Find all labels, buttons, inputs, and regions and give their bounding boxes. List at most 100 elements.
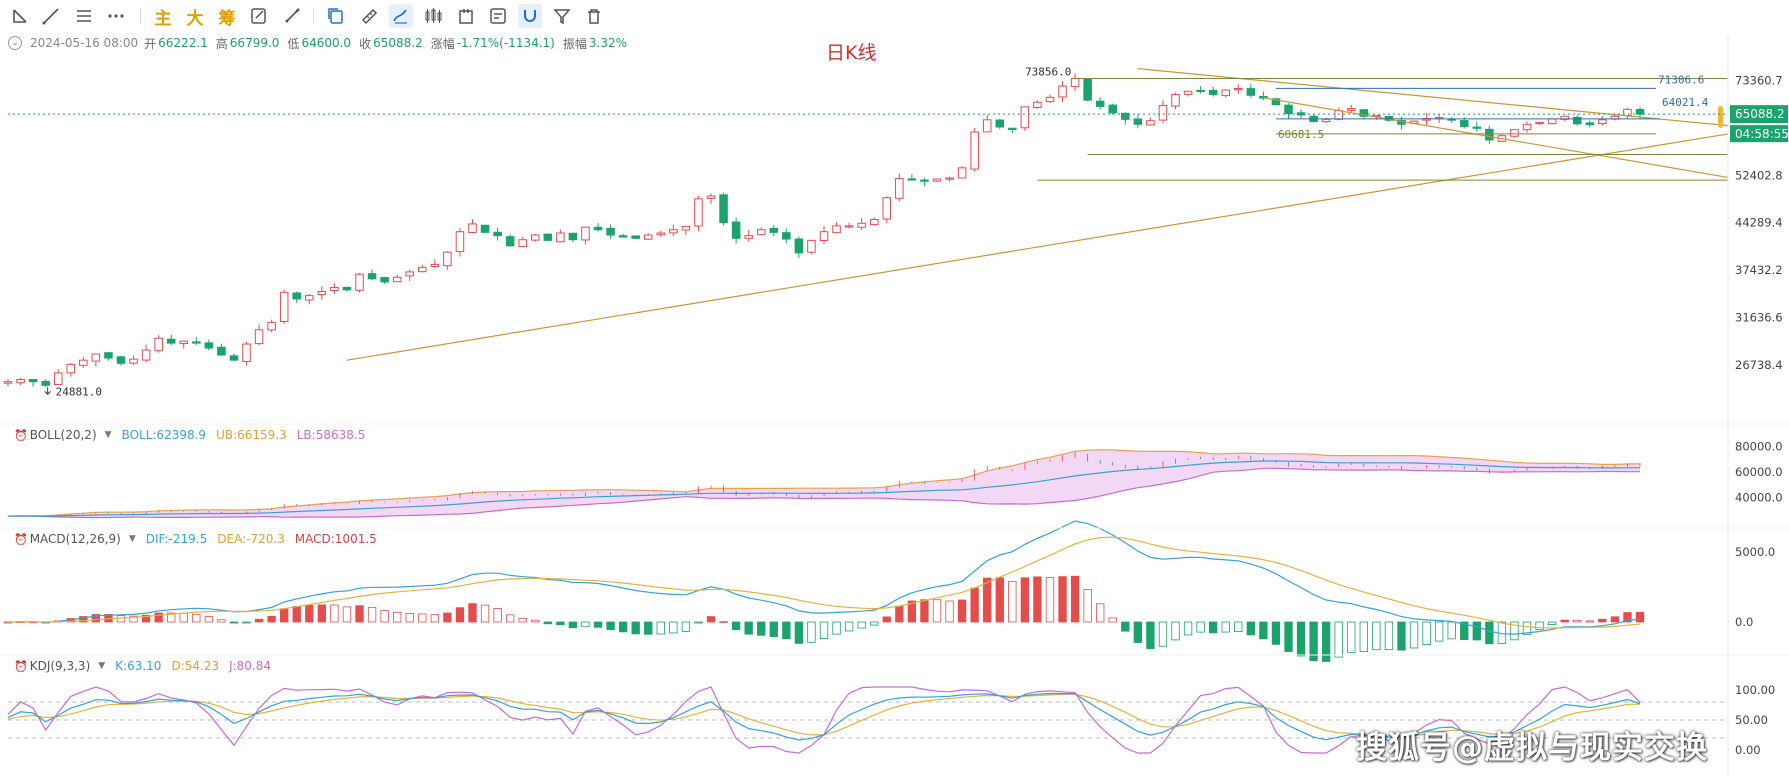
brush-icon[interactable] bbox=[280, 4, 304, 28]
macd-hist-bar bbox=[1422, 621, 1431, 645]
candle bbox=[367, 269, 377, 281]
candle bbox=[1234, 84, 1243, 95]
candle-body bbox=[807, 239, 816, 253]
boll-legend: ⏰ BOLL(20,2) ▼ BOLL:62398.9 UB:66159.3 L… bbox=[14, 428, 375, 442]
candle-body bbox=[1459, 120, 1469, 128]
candle-body bbox=[1547, 118, 1557, 125]
open-value: 66222.1 bbox=[158, 36, 208, 50]
candle bbox=[744, 230, 753, 242]
candle-body bbox=[932, 178, 942, 182]
macd-hist-bar bbox=[543, 621, 552, 625]
macd-hist-bar bbox=[1560, 619, 1569, 623]
candle bbox=[857, 217, 866, 231]
macd-dropdown-icon[interactable]: ▼ bbox=[128, 534, 136, 544]
macd-hist-bar bbox=[1623, 612, 1632, 623]
kdj-legend: ⏰ KDJ(9,3,3) ▼ K:63.10 D:54.23 J:80.84 bbox=[14, 659, 281, 673]
candle-body bbox=[581, 226, 590, 241]
ohlc-bar: ⌄ 2024-05-16 08:00 开 66222.1 高 66799.0 低 64… bbox=[8, 34, 635, 52]
macd-hist-bar bbox=[355, 605, 364, 623]
filter-icon[interactable] bbox=[550, 4, 574, 28]
macd-hist-bar bbox=[895, 605, 904, 623]
macd-hist-bar bbox=[844, 621, 854, 632]
macd-hist-bar bbox=[1096, 603, 1105, 623]
large-button[interactable]: 大 bbox=[186, 8, 204, 29]
macd-hist-bar bbox=[455, 607, 465, 623]
alarm-icon[interactable]: ⏰ bbox=[14, 428, 28, 442]
chevron-icon[interactable]: ⌄ bbox=[8, 36, 22, 50]
candle-body bbox=[242, 343, 251, 362]
kdj-k-line bbox=[7, 692, 1641, 741]
macd-hist-bar bbox=[1585, 620, 1594, 623]
candle-body bbox=[16, 378, 25, 384]
draw-pen-icon[interactable] bbox=[389, 4, 413, 28]
candle-body bbox=[945, 177, 954, 180]
alarm-icon[interactable]: ⏰ bbox=[14, 532, 28, 546]
main-button[interactable]: 主 bbox=[154, 8, 172, 29]
trend-line-icon[interactable] bbox=[39, 4, 63, 28]
candle bbox=[330, 283, 339, 295]
more-icon[interactable] bbox=[104, 4, 128, 28]
candle-body bbox=[706, 195, 716, 199]
candle bbox=[1271, 97, 1281, 106]
candle-body bbox=[1171, 93, 1180, 107]
candle-body bbox=[91, 353, 101, 362]
candle bbox=[731, 217, 741, 244]
support-trendline bbox=[346, 133, 1729, 361]
macd-hist-bar bbox=[1271, 621, 1281, 645]
macd-hist-bar bbox=[91, 614, 101, 623]
alarm-icon[interactable]: ⏰ bbox=[14, 659, 28, 673]
calendar-icon[interactable] bbox=[454, 4, 478, 28]
copy-icon[interactable] bbox=[324, 4, 348, 28]
candle bbox=[355, 272, 364, 293]
candle bbox=[279, 289, 289, 324]
boll-name: BOLL(20,2) bbox=[29, 428, 97, 442]
candle bbox=[794, 236, 804, 258]
high-value: 66799.0 bbox=[229, 36, 280, 50]
candle bbox=[292, 291, 302, 304]
line-tool-icon[interactable] bbox=[8, 4, 32, 28]
macd-hist-bar bbox=[1133, 621, 1143, 643]
candle bbox=[1183, 90, 1193, 97]
macd-hist-bar bbox=[1196, 621, 1205, 633]
magnet-icon[interactable] bbox=[518, 4, 542, 28]
macd-hist-bar bbox=[405, 612, 414, 623]
candle bbox=[493, 227, 502, 241]
candle bbox=[1058, 81, 1067, 103]
macd-hist-bar bbox=[116, 615, 126, 623]
change-label: 涨幅 bbox=[430, 36, 455, 51]
candle-body bbox=[769, 227, 779, 233]
drawing-toolbar: 主大筹 bbox=[0, 0, 1789, 32]
edit-note-icon[interactable] bbox=[247, 4, 271, 28]
candle-body bbox=[1535, 121, 1544, 125]
candle-body bbox=[480, 224, 490, 233]
candle bbox=[1346, 104, 1356, 114]
candle-body bbox=[518, 239, 527, 247]
note-icon[interactable] bbox=[486, 4, 510, 28]
candles-icon[interactable] bbox=[421, 4, 445, 28]
candle-body bbox=[556, 232, 565, 243]
close-label: 收 bbox=[359, 36, 372, 51]
boll-dropdown-icon[interactable]: ▼ bbox=[104, 430, 112, 440]
chip-button[interactable]: 筹 bbox=[218, 8, 236, 29]
candle-body bbox=[305, 295, 314, 301]
boll-band-fill bbox=[8, 449, 1640, 518]
candle bbox=[568, 232, 578, 243]
candle bbox=[995, 118, 1005, 130]
trash-icon[interactable] bbox=[582, 4, 606, 28]
candle-body bbox=[418, 266, 427, 273]
candle bbox=[229, 353, 239, 361]
boll-ub-line bbox=[7, 449, 1641, 517]
candle-body bbox=[593, 226, 603, 231]
macd-hist-bar bbox=[1472, 621, 1481, 641]
macd-hist-bar bbox=[970, 587, 979, 623]
candle-body bbox=[882, 197, 892, 220]
kdj-dropdown-icon[interactable]: ▼ bbox=[98, 661, 106, 671]
ruler-icon[interactable] bbox=[357, 4, 381, 28]
candle-body bbox=[1045, 96, 1055, 103]
horizontal-lines-icon[interactable] bbox=[72, 4, 96, 28]
candle bbox=[1070, 73, 1080, 91]
alert-marker-icon[interactable] bbox=[1718, 106, 1723, 128]
boll-ub-value: UB:66159.3 bbox=[216, 428, 287, 442]
candle bbox=[1133, 114, 1143, 129]
